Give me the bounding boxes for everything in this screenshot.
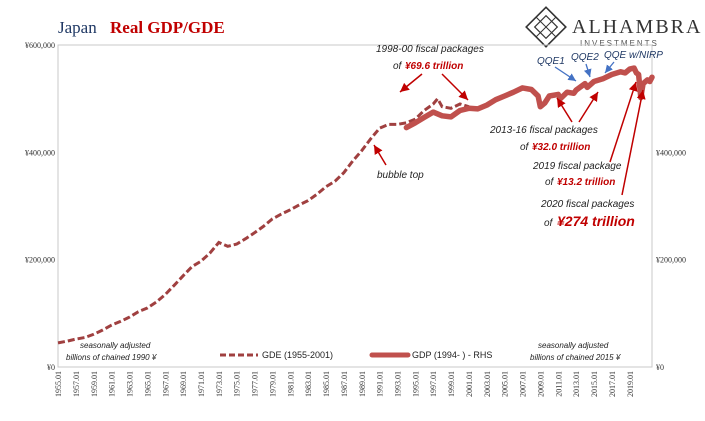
note-left-line1: seasonally adjusted (80, 341, 151, 350)
y-right-tick-label: ¥400,000 (656, 148, 686, 157)
annotation-bubble-top: bubble top (373, 144, 424, 181)
note-right-line1: seasonally adjusted (538, 341, 609, 350)
x-tick-label: 1981.01 (286, 371, 295, 397)
legend-gdp-label: GDP (1994- ) - RHS (412, 350, 492, 360)
x-tick-label: 2017.01 (608, 371, 617, 397)
annotation-2013-arrow-b (578, 91, 599, 123)
annotation-qqe-nirp-arrow (604, 61, 615, 74)
annotation-2019-arrow (609, 81, 638, 163)
x-tick-label: 2015.01 (590, 371, 599, 397)
annotation-1998-line1: 1998-00 fiscal packages (376, 44, 484, 55)
annotation-2013-of: of (520, 142, 530, 153)
x-tick-label: 2007.01 (519, 371, 528, 397)
series-line-gdp (403, 65, 655, 131)
series-line-gde (57, 96, 470, 345)
annotation-2013-amount: ¥32.0 trillion (532, 142, 590, 153)
x-tick-label: 1985.01 (322, 371, 331, 397)
x-tick-label: 1991.01 (376, 371, 385, 397)
annotation-qqe1: QQE1 (537, 56, 565, 67)
y-left-tick-label: ¥200,000 (25, 256, 55, 265)
logo-name: ALHAMBRA (572, 16, 702, 38)
annotation-2019-amount: ¥13.2 trillion (557, 177, 615, 188)
annotation-2020-arrow (621, 89, 646, 196)
chart-title-part1: Japan (58, 18, 97, 37)
annotation-1998-amount: ¥69.6 trillion (405, 61, 463, 72)
x-tick-label: 1983.01 (304, 371, 313, 397)
annotation-1998-of: of (393, 61, 403, 72)
annotation-1998-arrow-right (441, 73, 469, 101)
annotation-bubble-text: bubble top (377, 170, 424, 181)
alhambra-logo: ALHAMBRA INVESTMENTS (525, 6, 702, 48)
x-tick-label: 1965.01 (143, 371, 152, 397)
annotation-qqe-nirp: QQE w/NIRP (604, 50, 663, 61)
x-tick-label: 1957.01 (72, 371, 81, 397)
x-tick-label: 1993.01 (394, 371, 403, 397)
y-axis-left: ¥0 ¥200,000 ¥400,000 ¥600,000 (25, 41, 55, 372)
annotation-2020-line1: 2020 fiscal packages (540, 199, 634, 210)
x-tick-label: 1997.01 (429, 371, 438, 397)
legend: GDE (1955-2001) GDP (1994- ) - RHS (220, 350, 492, 360)
annotation-2020-packages: 2020 fiscal packages of ¥274 trillion (540, 89, 646, 229)
y-right-tick-label: ¥200,000 (656, 256, 686, 265)
legend-gde-label: GDE (1955-2001) (262, 350, 333, 360)
x-tick-label: 1995.01 (411, 371, 420, 397)
x-axis: 1955.01 1957.01 1959.01 1961.01 1963.01 1965.… (54, 371, 635, 397)
x-tick-label: 1959.01 (90, 371, 99, 397)
annotation-bubble-arrow (373, 144, 387, 166)
annotation-2013-packages: 2013-16 fiscal packages of ¥32.0 trillio… (489, 91, 599, 153)
note-left-line2: billions of chained 1990 ¥ (66, 353, 158, 362)
y-left-tick-label: ¥0 (47, 363, 55, 372)
annotation-2019-line1: 2019 fiscal package (532, 161, 622, 172)
y-left-tick-label: ¥600,000 (25, 41, 55, 50)
y-right-tick-label: ¥0 (656, 363, 664, 372)
x-tick-label: 1969.01 (179, 371, 188, 397)
x-tick-label: 1989.01 (358, 371, 367, 397)
x-tick-label: 1975.01 (233, 371, 242, 397)
x-tick-label: 1979.01 (268, 371, 277, 397)
x-tick-label: 1999.01 (447, 371, 456, 397)
x-tick-label: 2013.01 (572, 371, 581, 397)
annotation-2019-of: of (545, 177, 555, 188)
annotation-qqe2: QQE2 (571, 52, 599, 63)
x-tick-label: 2001.01 (465, 371, 474, 397)
x-tick-label: 1973.01 (215, 371, 224, 397)
y-axis-right: ¥0 ¥200,000 ¥400,000 (656, 148, 686, 372)
annotation-1998-arrow-left (399, 73, 423, 93)
annotation-qqe2-arrow (583, 63, 592, 78)
annotation-2019-package: 2019 fiscal package of ¥13.2 trillion (532, 81, 638, 188)
note-right-line2: billions of chained 2015 ¥ (530, 353, 622, 362)
x-tick-label: 1987.01 (340, 371, 349, 397)
annotation-qqe1-arrow (554, 66, 577, 82)
x-tick-label: 1971.01 (197, 371, 206, 397)
annotation-2013-line1: 2013-16 fiscal packages (489, 125, 598, 136)
annotation-qqe: QQE1 QQE2 QQE w/NIRP (537, 50, 663, 82)
series-layer (57, 65, 655, 345)
annotation-2020-of: of (544, 218, 554, 229)
x-tick-label: 2011.01 (554, 371, 563, 397)
logo-sub: INVESTMENTS (580, 39, 659, 48)
annotation-2020-amount: ¥274 trillion (557, 213, 635, 229)
x-tick-label: 1967.01 (161, 371, 170, 397)
annotation-2013-arrow-a (556, 97, 573, 123)
x-tick-label: 2003.01 (483, 371, 492, 397)
x-tick-label: 2009.01 (536, 371, 545, 397)
plot-area (57, 44, 653, 368)
annotation-1998-packages: 1998-00 fiscal packages of ¥69.6 trillio… (376, 44, 484, 101)
chart-title-part2: Real GDP/GDE (110, 18, 225, 37)
x-tick-label: 2019.01 (626, 371, 635, 397)
y-left-tick-label: ¥400,000 (25, 148, 55, 157)
x-tick-label: 2005.01 (501, 371, 510, 397)
x-tick-label: 1961.01 (108, 371, 117, 397)
x-tick-label: 1955.01 (54, 371, 63, 397)
x-tick-label: 1977.01 (251, 371, 260, 397)
x-tick-label: 1963.01 (126, 371, 135, 397)
